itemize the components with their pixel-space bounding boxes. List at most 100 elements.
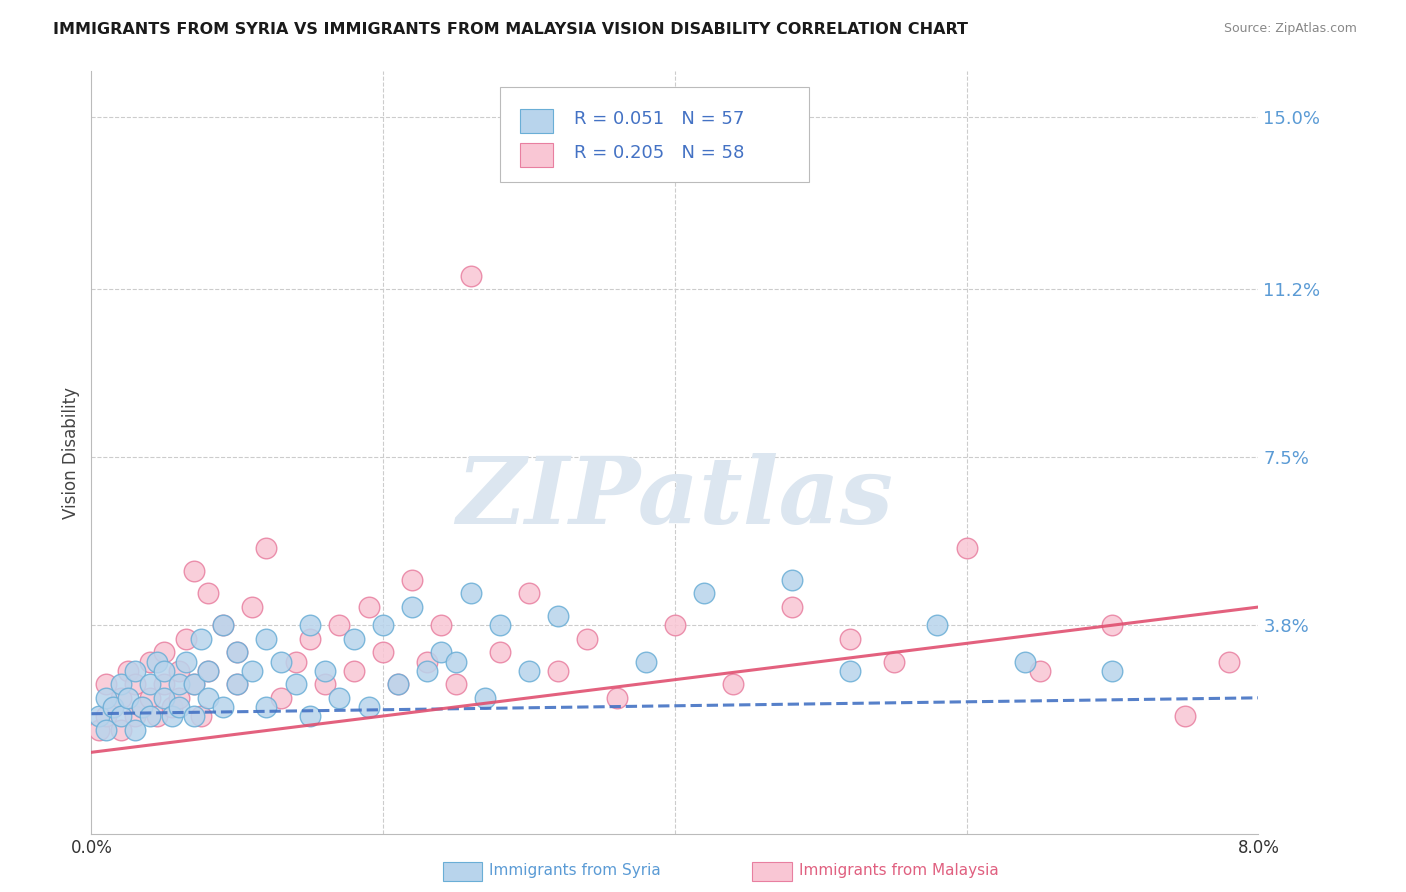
Point bbox=[387, 677, 409, 691]
Point bbox=[1218, 655, 1240, 669]
Point bbox=[226, 677, 249, 691]
Point bbox=[780, 600, 803, 615]
Point bbox=[183, 564, 205, 578]
Point bbox=[517, 586, 540, 600]
Point bbox=[87, 709, 110, 723]
Point bbox=[270, 690, 292, 705]
Point bbox=[138, 690, 162, 705]
Point bbox=[94, 677, 117, 691]
Point bbox=[883, 655, 905, 669]
Point bbox=[110, 690, 132, 705]
Text: IMMIGRANTS FROM SYRIA VS IMMIGRANTS FROM MALAYSIA VISION DISABILITY CORRELATION : IMMIGRANTS FROM SYRIA VS IMMIGRANTS FROM… bbox=[53, 22, 969, 37]
Point bbox=[146, 655, 169, 669]
Point bbox=[160, 709, 183, 723]
Point bbox=[211, 618, 233, 632]
Text: Immigrants from Malaysia: Immigrants from Malaysia bbox=[799, 863, 998, 878]
Point bbox=[87, 723, 110, 737]
Point bbox=[103, 699, 125, 714]
Point bbox=[190, 709, 212, 723]
Point bbox=[460, 268, 482, 283]
Point bbox=[110, 723, 132, 737]
Text: R = 0.205   N = 58: R = 0.205 N = 58 bbox=[574, 144, 745, 162]
Text: Immigrants from Syria: Immigrants from Syria bbox=[489, 863, 661, 878]
Point bbox=[160, 699, 183, 714]
Point bbox=[153, 664, 176, 678]
Point bbox=[197, 690, 219, 705]
Point bbox=[226, 677, 249, 691]
Point bbox=[226, 645, 249, 659]
Point bbox=[664, 618, 686, 632]
Point bbox=[444, 655, 467, 669]
Point bbox=[103, 699, 125, 714]
Y-axis label: Vision Disability: Vision Disability bbox=[62, 387, 80, 518]
Point bbox=[489, 645, 512, 659]
Point bbox=[124, 709, 146, 723]
Point bbox=[256, 541, 278, 555]
Point bbox=[547, 664, 569, 678]
Point bbox=[401, 600, 423, 615]
Point bbox=[927, 618, 949, 632]
Point bbox=[256, 632, 278, 646]
Point bbox=[110, 677, 132, 691]
Point bbox=[138, 709, 162, 723]
Point bbox=[838, 664, 860, 678]
Point bbox=[416, 655, 439, 669]
Point bbox=[197, 664, 219, 678]
Point bbox=[634, 655, 657, 669]
Text: ZIPatlas: ZIPatlas bbox=[457, 453, 893, 543]
Point bbox=[94, 723, 117, 737]
Point bbox=[240, 664, 263, 678]
Point bbox=[343, 632, 366, 646]
Point bbox=[1101, 664, 1123, 678]
Point bbox=[226, 645, 249, 659]
Point bbox=[299, 709, 322, 723]
Point bbox=[94, 709, 117, 723]
Point bbox=[167, 664, 190, 678]
Point bbox=[131, 699, 153, 714]
Point bbox=[197, 586, 219, 600]
Point bbox=[1101, 618, 1123, 632]
Point bbox=[371, 645, 394, 659]
Point bbox=[183, 677, 205, 691]
Point bbox=[1174, 709, 1197, 723]
Point bbox=[124, 664, 146, 678]
Point bbox=[474, 690, 496, 705]
Point bbox=[146, 709, 169, 723]
Point bbox=[387, 677, 409, 691]
Point bbox=[343, 664, 366, 678]
Point bbox=[299, 618, 322, 632]
Point bbox=[314, 664, 336, 678]
Point bbox=[138, 655, 162, 669]
FancyBboxPatch shape bbox=[520, 143, 554, 168]
Point bbox=[430, 618, 453, 632]
Point bbox=[693, 586, 716, 600]
Point bbox=[299, 632, 322, 646]
Text: R = 0.051   N = 57: R = 0.051 N = 57 bbox=[574, 110, 745, 128]
Point bbox=[138, 677, 162, 691]
Point bbox=[547, 609, 569, 624]
Point bbox=[197, 664, 219, 678]
Point bbox=[131, 699, 153, 714]
Point bbox=[167, 690, 190, 705]
Point bbox=[110, 709, 132, 723]
Point bbox=[240, 600, 263, 615]
Point bbox=[211, 618, 233, 632]
Point bbox=[183, 709, 205, 723]
Point bbox=[444, 677, 467, 691]
Point bbox=[1028, 664, 1050, 678]
Point bbox=[94, 690, 117, 705]
Point bbox=[723, 677, 745, 691]
Point bbox=[371, 618, 394, 632]
Point bbox=[605, 690, 627, 705]
Point bbox=[124, 723, 146, 737]
Point bbox=[117, 664, 139, 678]
Point bbox=[430, 645, 453, 659]
Point bbox=[117, 690, 139, 705]
Point bbox=[183, 677, 205, 691]
Point bbox=[284, 677, 307, 691]
Point bbox=[489, 618, 512, 632]
Point bbox=[328, 618, 350, 632]
Point bbox=[174, 632, 197, 646]
Point bbox=[167, 677, 190, 691]
FancyBboxPatch shape bbox=[520, 109, 554, 133]
